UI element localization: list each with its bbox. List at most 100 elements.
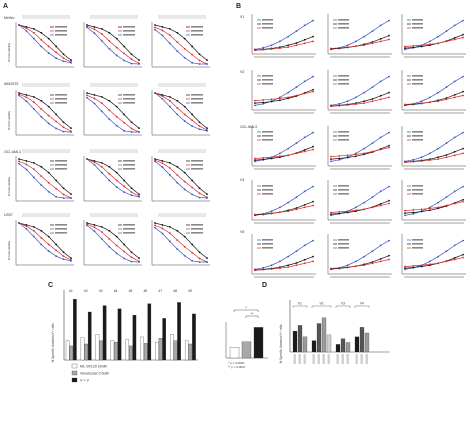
panel-a-plot-r2-c1-legend-text-3 [55, 102, 67, 104]
panel-a-ylabel-row-2: % Cell viability [7, 110, 11, 130]
panel-b-plot-r2-c3-legend-text-1 [412, 75, 423, 77]
panel-b-plot-r3-c2-point-1-5 [363, 147, 366, 150]
panel-a-plot-r2-c3-point-3-8 [206, 129, 208, 132]
panel-a-plot-r3-c1-point-3-1 [18, 162, 20, 165]
panel-c-bar-3-2 [99, 340, 103, 361]
panel-b-plot-r3-c1-legend-text-2 [262, 135, 273, 137]
panel-b-plot-r5-c2-legend-text-3 [338, 247, 349, 249]
panel-c-bar-8-2 [173, 340, 178, 361]
panel-a-plot-r3-c2-legend-text-3 [123, 168, 135, 170]
panel-a-plot-r2-c3-point-1-6 [191, 113, 194, 116]
panel-a-plot-r2-c3-point-3-5 [183, 120, 186, 122]
panel-b-plot-r4-c2-point-3-5 [363, 208, 366, 211]
panel-b-plot-r3-c1-point-1-4 [278, 152, 281, 155]
panel-a-plot-r4-c1-point-2-4 [40, 236, 43, 239]
panel-a-plot-r3-c2-point-3-3 [100, 171, 103, 174]
panel-b-plot-r3-c3-point-3-6 [445, 156, 448, 159]
panel-a-plot-r2-c3-point-1-8 [206, 127, 208, 129]
panel-b-plot-r5-c1-legend-text-1 [262, 239, 273, 241]
panel-b-plot-r3-c2-point-2-8 [388, 144, 390, 147]
panel-c-group-label-6: #6 [144, 289, 148, 293]
panel-b-plot-r5-c1-point-3-2 [262, 268, 265, 271]
panel-d-bar-3-2 [340, 338, 346, 353]
panel-a-plot-r2-c2-point-1-3 [100, 96, 103, 98]
panel-b-plot-r1-c2-point-2-7 [379, 37, 382, 40]
panel-b-plot-r3-c1-point-2-1 [254, 159, 256, 162]
panel-b-plot-r3-c1-point-1-6 [295, 142, 298, 145]
panel-a-plot-r1-c1-header [22, 15, 70, 19]
panel-b-plot-r3-c2-line-3 [330, 147, 390, 157]
panel-b-plot-r1-c3-point-3-1 [404, 45, 406, 48]
panel-c-bar-6-2 [143, 343, 148, 361]
panel-c-bar-4-1 [110, 340, 115, 361]
panel-a-plot-r1-c2-point-3-4 [108, 47, 111, 50]
panel-a-plot-r1-c1-point-1-3 [32, 28, 35, 30]
panel-a-plot-r3-c2-point-3-8 [138, 195, 140, 198]
panel-a-plot-r2-c1-point-3-5 [47, 122, 50, 125]
panel-a-plot-r4-c1-point-2-2 [25, 225, 28, 228]
panel-a-plot-r2-c3-point-2-6 [191, 119, 194, 122]
panel-b-plot-r2-c2-point-3-4 [354, 103, 357, 106]
panel-a-plot-r3-c3-point-3-2 [161, 166, 164, 169]
panel-c-bar-7-2 [158, 338, 163, 361]
panel-a-plot-r2-c2-legend-text-1 [123, 94, 135, 96]
panel-a-plot-r4-c1-point-1-6 [55, 243, 58, 246]
panel-a-plot-r4-c3-header [158, 213, 206, 217]
panel-a-letter: A [3, 3, 9, 10]
panel-a-plot-r1-c1-point-3-4 [40, 45, 43, 48]
panel-a-plot-r2-c1-point-1-3 [32, 96, 35, 98]
panel-b-plot-r2-c2-point-3-1 [330, 105, 332, 108]
panel-b-plot-r3-c1-point-1-5 [287, 147, 290, 150]
panel-b-plot-r5-c2-point-2-7 [379, 257, 382, 260]
panel-b-plot-r2-c3-point-1-4 [428, 96, 431, 99]
panel-a-plot-r3-c2-point-1-8 [138, 193, 140, 196]
panel-b-plot-r3-c1-point-2-3 [270, 157, 273, 160]
panel-b-plot-r1-c2-point-3-7 [379, 40, 382, 43]
panel-b-plot-r1-c1-line-2 [254, 36, 314, 51]
panel-a-plot-r3-c1-legend-text-1 [55, 160, 67, 162]
panel-b-plot-r1-c2-point-3-1 [330, 47, 332, 50]
panel-b-plot-r5-c2-point-3-2 [338, 266, 341, 269]
panel-b-plot-r4-c2-legend-text-2 [338, 189, 349, 191]
panel-b-plot-r1-c1-point-2-6 [295, 42, 298, 44]
panel-b-plot-r3-c2-point-2-2 [338, 157, 341, 160]
panel-a-plot-r1-c3-point-1-7 [198, 53, 201, 56]
panel-b-plot-r2-c2-point-1-2 [338, 102, 341, 105]
panel-b-plot-r5-c3-legend-text-2 [412, 243, 423, 245]
panel-b-plot-r2-c1-point-2-8 [312, 88, 314, 91]
panel-a-plot-r4-c2-point-3-8 [138, 261, 140, 263]
panel-d-bracket-4 [354, 305, 370, 308]
panel-b-plot-r2-c3-point-3-1 [404, 103, 406, 106]
panel-a-plot-r2-c1-point-1-8 [70, 127, 72, 129]
panel-b-plot-r4-c3-point-2-4 [428, 209, 431, 212]
panel-b-plot-r5-c1-point-3-1 [254, 269, 256, 272]
panel-b-plot-r2-c2-point-1-4 [354, 96, 357, 99]
panel-d-bracket-2 [311, 305, 332, 308]
panel-c-group-label-3: #3 [99, 289, 103, 293]
panel-a-plot-r1-c2-point-1-4 [108, 31, 111, 34]
panel-a-plot-r3-c3-point-3-6 [191, 193, 194, 196]
panel-b-plot-r5-c2-point-1-6 [371, 250, 374, 253]
panel-a-plot-r2-c2-point-1-6 [123, 113, 126, 116]
panel-a-plot-r2-c2-point-1-7 [130, 121, 133, 124]
panel-b-plot-r3-c1-point-3-4 [278, 155, 281, 158]
panel-a-plot-r1-c2-point-2-2 [93, 28, 96, 31]
panel-c-bar-8-1 [170, 334, 174, 361]
panel-b-plot-r1-c2-point-1-7 [379, 24, 382, 27]
panel-a-plot-r1-c1-point-1-8 [70, 59, 72, 61]
panel-b-plot-r3-c3-point-3-7 [453, 154, 456, 157]
panel-b-plot-r4-c1-line-2 [254, 201, 314, 216]
panel-b-plot-r4-c3-point-3-5 [437, 206, 440, 209]
panel-a-plot-r2-c1-point-2-4 [40, 108, 43, 110]
panel-b-plot-r5-c1-legend-text-3 [262, 247, 273, 249]
panel-b-plot-r2-c3-point-1-8 [462, 75, 464, 78]
panel-b-plot-r2-c2-legend-text-3 [338, 83, 349, 85]
panel-b-plot-r4-c2-point-1-8 [388, 185, 390, 188]
panel-a-plot-r4-c3-point-1-8 [206, 257, 208, 259]
panel-b-plot-r3-c2-point-1-6 [371, 142, 374, 145]
panel-b-plot-r4-c2-point-2-8 [388, 199, 390, 202]
panel-b-plot-r5-c3-point-2-2 [412, 266, 415, 269]
panel-b-plot-r3-c3-point-3-1 [404, 161, 406, 164]
panel-a-plot-r4-c1-point-2-7 [62, 255, 65, 258]
panel-a-plot-r2-c2-point-1-4 [108, 99, 111, 102]
